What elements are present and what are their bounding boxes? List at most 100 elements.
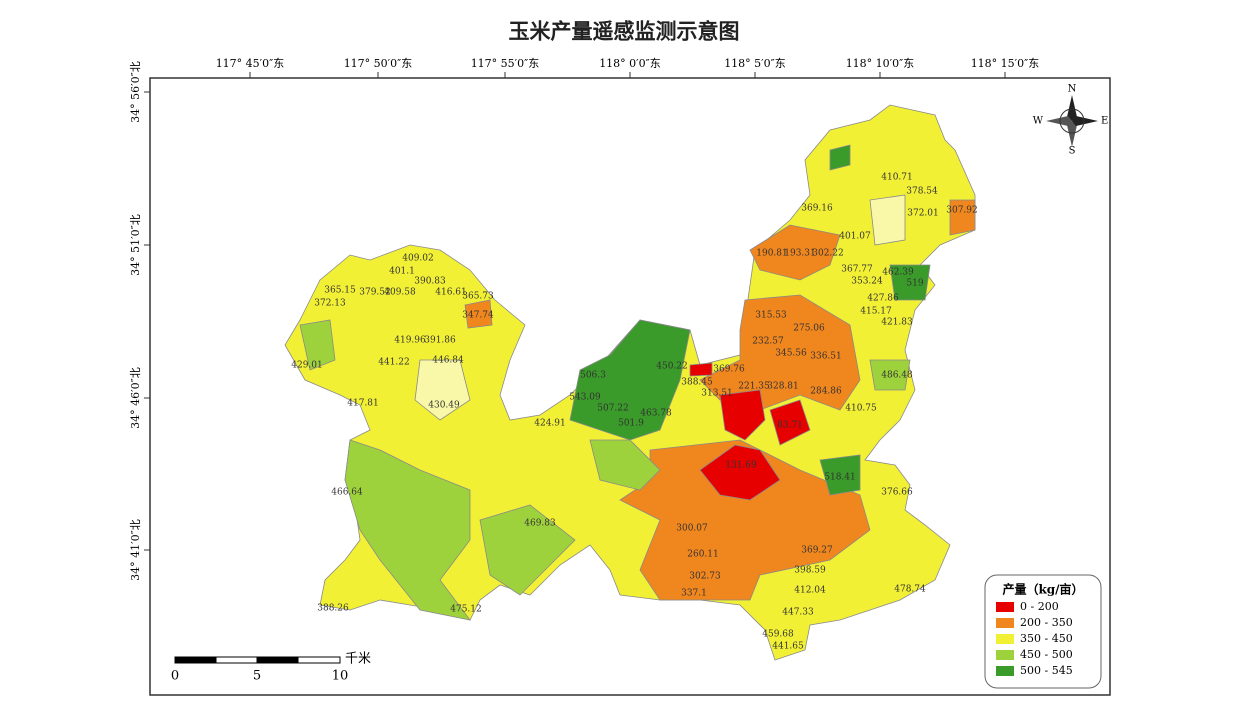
region-value: 429.01 xyxy=(291,361,323,371)
compass-n: N xyxy=(1068,84,1077,95)
scale-label: 10 xyxy=(332,669,349,684)
region-value: 275.06 xyxy=(793,324,825,334)
region-value: 131.69 xyxy=(725,461,757,471)
legend-label: 450 - 500 xyxy=(1020,648,1073,661)
region-value: 463.78 xyxy=(640,409,672,419)
region-value: 336.51 xyxy=(810,352,842,362)
region-value: 376.66 xyxy=(881,488,913,498)
longitude-label: 118° 5′0″东 xyxy=(724,57,786,70)
region-value: 518.41 xyxy=(824,473,856,483)
region-value: 469.83 xyxy=(524,519,556,529)
legend-label: 0 - 200 xyxy=(1020,600,1059,613)
region-value: 193.31 xyxy=(784,249,816,259)
latitude-label: 34° 56′0″北 xyxy=(129,61,142,123)
compass-s: S xyxy=(1069,146,1076,157)
legend-swatch xyxy=(996,618,1014,628)
patch xyxy=(569,319,691,441)
patch xyxy=(479,504,576,596)
latitude-label: 34° 41′0″北 xyxy=(129,519,142,581)
longitude-label: 117° 55′0″东 xyxy=(471,57,540,70)
legend-swatch xyxy=(996,666,1014,676)
longitude-label: 117° 45′0″东 xyxy=(216,57,285,70)
region-value: 388.45 xyxy=(681,378,713,388)
legend-swatch xyxy=(996,602,1014,612)
region-value: 369.76 xyxy=(713,365,745,375)
region-value: 367.77 xyxy=(841,265,873,275)
region-value: 337.1 xyxy=(681,589,707,599)
region-value: 307.92 xyxy=(946,206,978,216)
region-value: 412.04 xyxy=(794,586,826,596)
legend-label: 350 - 450 xyxy=(1020,632,1073,645)
map-title: 玉米产量遥感监测示意图 xyxy=(509,19,740,44)
region-value: 369.16 xyxy=(801,204,833,214)
region-value: 398.59 xyxy=(794,566,826,576)
region-value: 441.65 xyxy=(772,642,804,652)
region-value: 83.71 xyxy=(777,421,803,431)
region-value: 462.39 xyxy=(882,268,914,278)
region-value: 466.64 xyxy=(331,488,363,498)
region-value: 372.01 xyxy=(907,209,939,219)
legend-swatch xyxy=(996,650,1014,660)
region-value: 365.15 xyxy=(324,286,356,296)
region-value: 302.73 xyxy=(689,572,721,582)
region-value: 501.9 xyxy=(618,419,644,429)
patch xyxy=(949,199,976,236)
patch xyxy=(869,359,911,391)
patch xyxy=(749,224,841,281)
patch xyxy=(689,362,713,377)
patch xyxy=(699,294,861,411)
region-value: 369.27 xyxy=(801,546,833,556)
compass: N E S W xyxy=(1033,84,1109,157)
patch xyxy=(589,439,661,491)
region-value: 365.73 xyxy=(462,292,494,302)
region-value: 486.48 xyxy=(881,371,913,381)
region-value: 410.75 xyxy=(845,404,877,414)
region-value: 506.3 xyxy=(580,371,606,381)
region-value: 232.57 xyxy=(752,337,784,347)
region-value: 419.96 xyxy=(394,336,426,346)
region-value: 302.22 xyxy=(812,249,844,259)
scale-label: 5 xyxy=(253,669,261,684)
region-value: 543.09 xyxy=(569,393,601,403)
region-value: 507.22 xyxy=(597,404,629,414)
region-value: 190.81 xyxy=(756,249,788,259)
patch xyxy=(819,454,861,496)
longitude-label: 118° 10′0″东 xyxy=(846,57,915,70)
region-value: 315.53 xyxy=(755,311,787,321)
region-value: 459.68 xyxy=(762,630,794,640)
legend-title: 产量（kg/亩） xyxy=(1002,582,1083,597)
region-value: 284.86 xyxy=(810,387,842,397)
legend-label: 200 - 350 xyxy=(1020,616,1073,629)
regions xyxy=(284,104,976,661)
region-value: 401.07 xyxy=(839,232,871,242)
region-value: 446.84 xyxy=(432,356,464,366)
region-value: 427.86 xyxy=(867,294,899,304)
patch xyxy=(769,399,811,446)
region-value: 416.61 xyxy=(435,288,467,298)
patch xyxy=(829,144,851,171)
patch xyxy=(414,359,471,421)
patch xyxy=(719,389,766,441)
region-value: 409.58 xyxy=(384,288,416,298)
legend: 0 - 200 200 - 350 350 - 450 450 - 500 500 - … xyxy=(996,600,1073,677)
legend-label: 500 - 545 xyxy=(1020,664,1073,677)
region-value: 260.11 xyxy=(687,550,719,560)
region-value: 372.13 xyxy=(314,299,346,309)
region-value: 300.07 xyxy=(676,524,708,534)
region-value: 401.1 xyxy=(389,267,415,277)
region-value: 391.86 xyxy=(424,336,456,346)
latitude-label: 34° 51′0″北 xyxy=(129,214,142,276)
scale-unit: 千米 xyxy=(345,652,371,667)
scale-label: 0 xyxy=(171,669,179,684)
legend-swatch xyxy=(996,634,1014,644)
region-value: 379.52 xyxy=(359,288,391,298)
region-value: 347.74 xyxy=(462,311,494,321)
region-value: 424.91 xyxy=(534,419,566,429)
patch xyxy=(299,319,336,371)
patch xyxy=(699,444,781,501)
longitude-label: 118° 0′0″东 xyxy=(599,57,661,70)
longitude-label: 117° 50′0″东 xyxy=(344,57,413,70)
region-value: 421.83 xyxy=(881,318,913,328)
